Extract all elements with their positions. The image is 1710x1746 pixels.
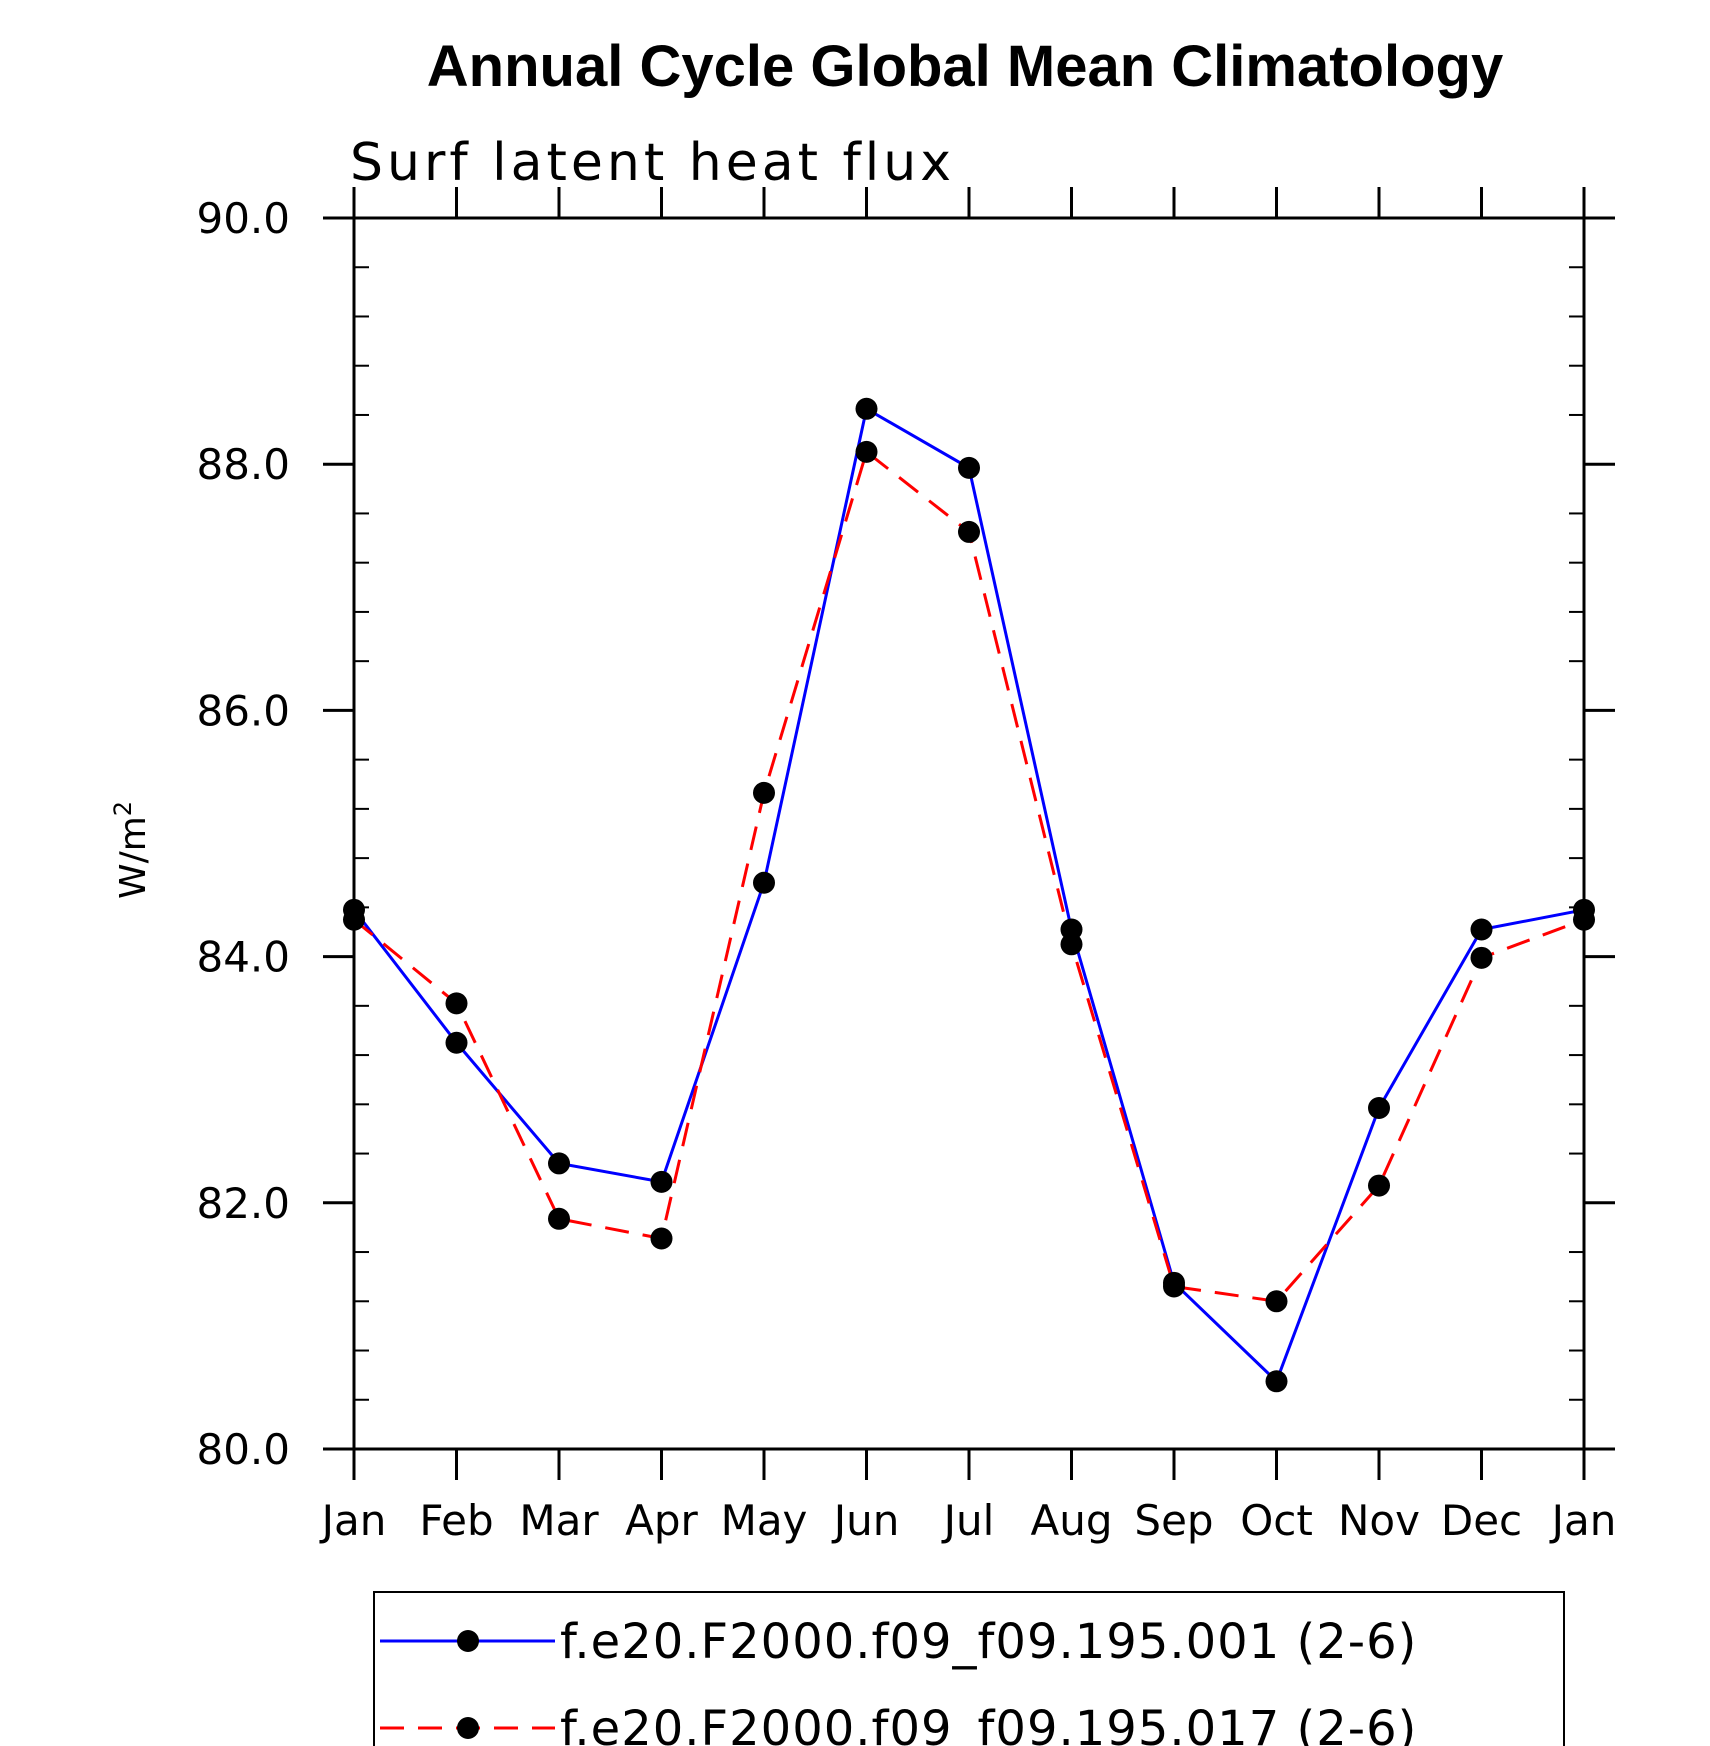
x-tick-label: Dec xyxy=(1441,1496,1522,1545)
y-tick-label: 90.0 xyxy=(196,194,290,243)
series-1-point xyxy=(1470,918,1493,941)
y-tick-label: 88.0 xyxy=(196,440,290,489)
x-tick-label: Jul xyxy=(941,1496,995,1545)
x-tick-label: Jun xyxy=(831,1496,900,1545)
series-2-point xyxy=(1060,933,1083,956)
series-1-point xyxy=(1368,1097,1390,1120)
series-1-point xyxy=(958,456,980,479)
plot-frame xyxy=(352,216,1586,1451)
series-1-point xyxy=(548,1152,570,1175)
axis-ticks xyxy=(323,187,1615,1480)
x-tick-label: Jan xyxy=(319,1496,387,1545)
series-1-point xyxy=(855,397,878,420)
legend: f.e20.F2000.f09_f09.195.001 (2-6) f.e20.… xyxy=(373,1591,1565,1746)
series-layer xyxy=(343,397,1595,1393)
chart-title: Annual Cycle Global Mean Climatology xyxy=(427,34,1503,99)
x-tick-label: Jan xyxy=(1549,1496,1617,1545)
series-2-point xyxy=(1573,908,1595,931)
legend-marker-series-1 xyxy=(457,1630,479,1652)
y-tick-label: 82.0 xyxy=(196,1179,290,1228)
x-tick-label: Nov xyxy=(1338,1496,1420,1545)
series-2-point xyxy=(650,1227,673,1250)
series-1-point xyxy=(445,1031,468,1054)
x-tick-label: Feb xyxy=(419,1496,493,1545)
x-tick-label: Aug xyxy=(1030,1496,1112,1545)
x-tick-label: Sep xyxy=(1134,1496,1213,1545)
series-2-point xyxy=(1163,1275,1185,1298)
series-2-point xyxy=(855,440,878,463)
chart-subtitle: Surf latent heat flux xyxy=(350,133,955,193)
y-tick-label: 80.0 xyxy=(196,1425,290,1474)
legend-label-series-2: f.e20.F2000.f09_f09.195.017 (2-6) xyxy=(560,1701,1417,1746)
series-2-point xyxy=(753,781,775,804)
series-2-point xyxy=(445,992,468,1015)
series-2-point xyxy=(1265,1290,1288,1313)
legend-marker-series-2 xyxy=(457,1717,479,1739)
series-line-1 xyxy=(352,406,1585,1384)
legend-label-series-1: f.e20.F2000.f09_f09.195.001 (2-6) xyxy=(560,1614,1417,1670)
series-2-point xyxy=(343,908,365,931)
x-tick-label: Mar xyxy=(519,1496,599,1545)
y-axis-label-text: W/m xyxy=(113,816,154,899)
series-line-2 xyxy=(353,449,1585,1303)
series-1-point xyxy=(1265,1370,1288,1393)
x-tick-label: May xyxy=(721,1496,808,1545)
y-tick-label: 84.0 xyxy=(196,933,290,982)
series-2-point xyxy=(548,1207,570,1230)
y-axis-label-superscript: 2 xyxy=(109,801,137,816)
y-tick-label: 86.0 xyxy=(196,686,290,735)
series-2-point xyxy=(1470,946,1493,969)
x-tick-labels: Jan Feb Mar Apr May Jun Jul Aug Sep Oct Nov Dec Jan xyxy=(319,1496,1617,1545)
x-tick-label: Oct xyxy=(1240,1496,1313,1545)
series-1-point xyxy=(650,1170,673,1193)
series-2-point xyxy=(958,520,980,543)
series-2-point xyxy=(1368,1174,1390,1197)
y-tick-labels: 80.0 82.0 84.0 86.0 88.0 90.0 xyxy=(196,194,290,1474)
x-tick-label: Apr xyxy=(625,1496,698,1545)
series-1-point xyxy=(753,871,775,894)
legend-box xyxy=(373,1591,1565,1746)
y-axis-label: W/m2 xyxy=(109,801,154,899)
